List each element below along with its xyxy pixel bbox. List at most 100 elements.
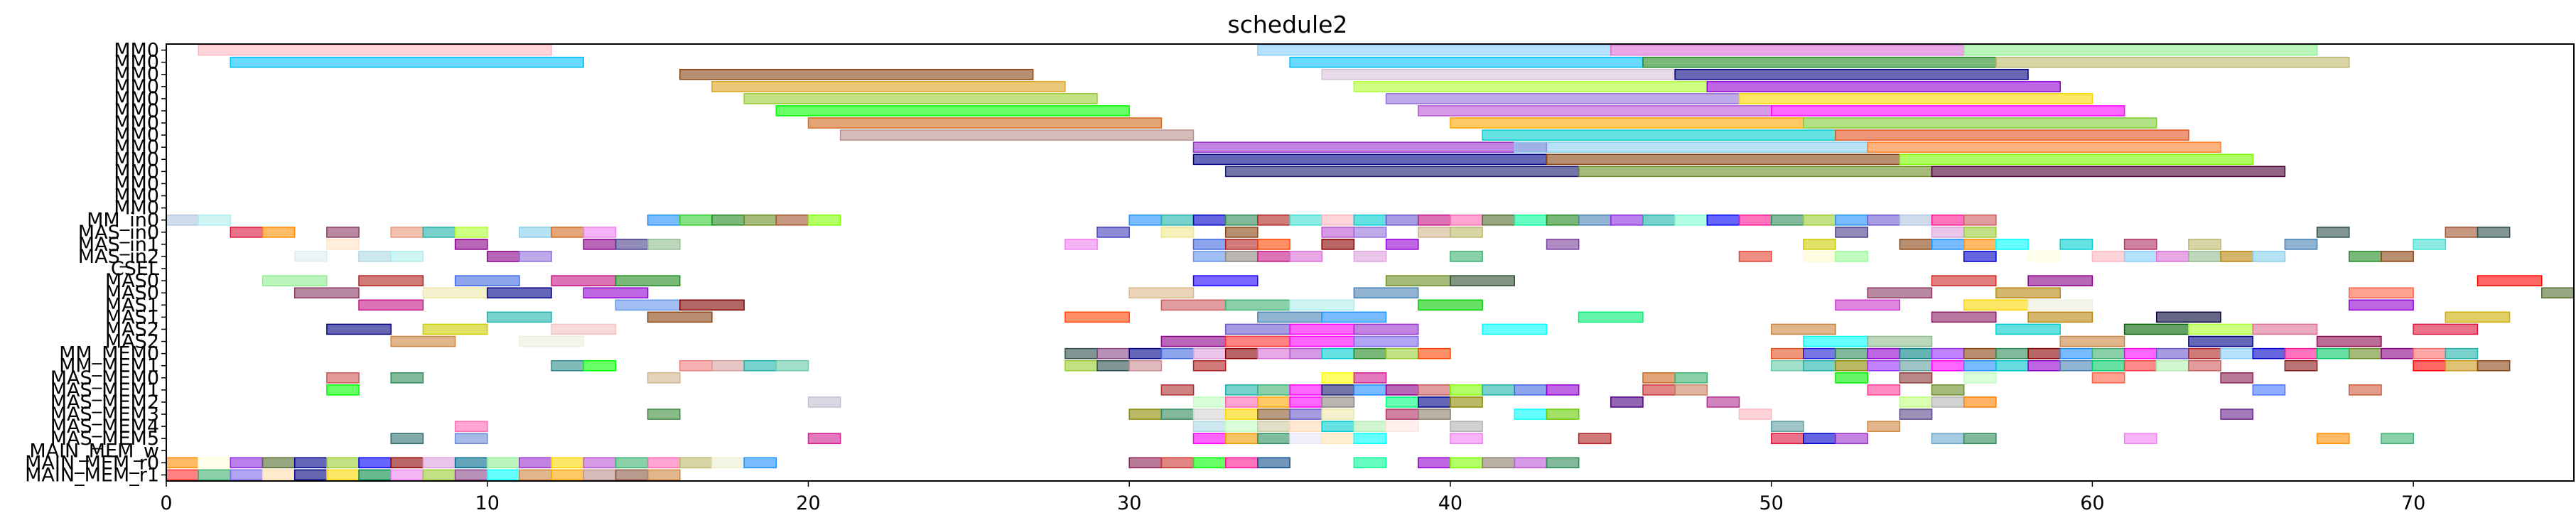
task-bar [1770, 323, 1836, 335]
task-bar [679, 214, 713, 226]
task-bar [1963, 227, 1997, 238]
task-bar [2477, 359, 2511, 372]
task-bar [486, 457, 520, 469]
task-bar [2413, 323, 2479, 335]
task-bar [1289, 323, 1355, 335]
task-bar [198, 214, 232, 226]
task-bar [454, 421, 488, 432]
task-bar [2188, 335, 2253, 347]
task-bar [454, 433, 488, 445]
task-bar [1321, 214, 1355, 226]
task-bar [1353, 214, 1387, 226]
task-bar [1482, 323, 1548, 335]
task-bar [1803, 347, 1836, 359]
task-bar [1963, 372, 1997, 384]
task-bar [807, 117, 1163, 129]
task-bar [1770, 359, 1804, 372]
task-bar [1160, 409, 1195, 420]
task-bar [1546, 214, 1580, 226]
task-bar [2413, 359, 2447, 372]
task-bar [1224, 409, 1259, 420]
task-bar [2252, 347, 2286, 359]
task-bar [1867, 287, 1933, 299]
task-bar [1578, 214, 1612, 226]
task-bar [711, 359, 745, 372]
task-bar [615, 469, 649, 481]
task-bar [1065, 239, 1098, 250]
task-bar [390, 227, 424, 238]
task-bar [1642, 384, 1676, 396]
task-bar [1931, 396, 1965, 408]
task-bar [711, 214, 745, 226]
task-bar [1385, 214, 1419, 226]
task-bar [1450, 227, 1483, 238]
task-bar [1096, 347, 1130, 359]
task-bar [1385, 421, 1419, 432]
task-bar [1546, 384, 1580, 396]
task-bar [1931, 214, 1965, 226]
task-bar [1192, 409, 1227, 420]
task-bar [1450, 117, 1804, 129]
task-bar [1353, 433, 1387, 445]
task-bar [1867, 421, 1901, 432]
task-bar [1963, 359, 1997, 372]
task-bar [1803, 251, 1836, 262]
task-bar [1610, 214, 1644, 226]
task-bar [1931, 227, 1965, 238]
task-bar [422, 287, 488, 299]
task-bar [2155, 251, 2189, 262]
task-bar [1995, 359, 2029, 372]
task-bar [1321, 409, 1355, 420]
task-bar [1289, 396, 1323, 408]
task-bar [1192, 153, 1548, 166]
task-bar [2059, 347, 2093, 359]
y-tick-label: MM0 [114, 148, 159, 171]
task-bar [679, 68, 1034, 80]
task-bar [1321, 347, 1355, 359]
task-bar [1224, 323, 1290, 335]
y-axis-labels: MM0MM0MM0MM0MM0MM0MM0MM0MM0MM0MM0MM0MM0M… [25, 40, 166, 486]
task-bar [1931, 433, 1965, 445]
task-bar [2445, 227, 2479, 238]
task-bar [1257, 311, 1322, 323]
task-bar [486, 311, 552, 323]
task-bar [166, 214, 199, 226]
task-bar [2445, 311, 2511, 323]
task-bar [2123, 433, 2157, 445]
task-bar [711, 81, 1066, 92]
task-bar [1963, 396, 1997, 408]
task-bar [1738, 93, 2093, 104]
task-bar [2155, 311, 2221, 323]
task-bar [1418, 227, 1451, 238]
task-bar [1867, 214, 1901, 226]
task-bar [2027, 299, 2093, 311]
task-bar [1674, 384, 1708, 396]
task-bar [2541, 287, 2575, 299]
task-bar [2316, 227, 2350, 238]
task-bar [1160, 227, 1195, 238]
task-bar [262, 275, 328, 286]
task-bar [1642, 372, 1676, 384]
task-bar [2445, 347, 2479, 359]
task-bar [1353, 347, 1387, 359]
x-tick-label: 40 [1438, 492, 1462, 514]
task-bar [326, 239, 360, 250]
task-bar [1321, 311, 1387, 323]
task-bar [2059, 239, 2093, 250]
task-bar [1192, 214, 1227, 226]
x-axis-ticks: 0 10 20 30 40 50 60 70 [160, 481, 2425, 514]
task-bar [1418, 105, 1772, 117]
task-bar [2123, 239, 2157, 250]
task-bar [293, 469, 328, 481]
task-bar [1963, 299, 2029, 311]
task-bar [1450, 433, 1483, 445]
task-bar [230, 457, 264, 469]
task-bar [647, 457, 681, 469]
x-tick-label: 50 [1759, 492, 1783, 514]
task-bar [1899, 239, 1933, 250]
task-bar [583, 239, 617, 250]
task-bar [1770, 433, 1804, 445]
task-bar [1192, 359, 1227, 372]
task-bar [454, 275, 520, 286]
task-bar [422, 227, 456, 238]
